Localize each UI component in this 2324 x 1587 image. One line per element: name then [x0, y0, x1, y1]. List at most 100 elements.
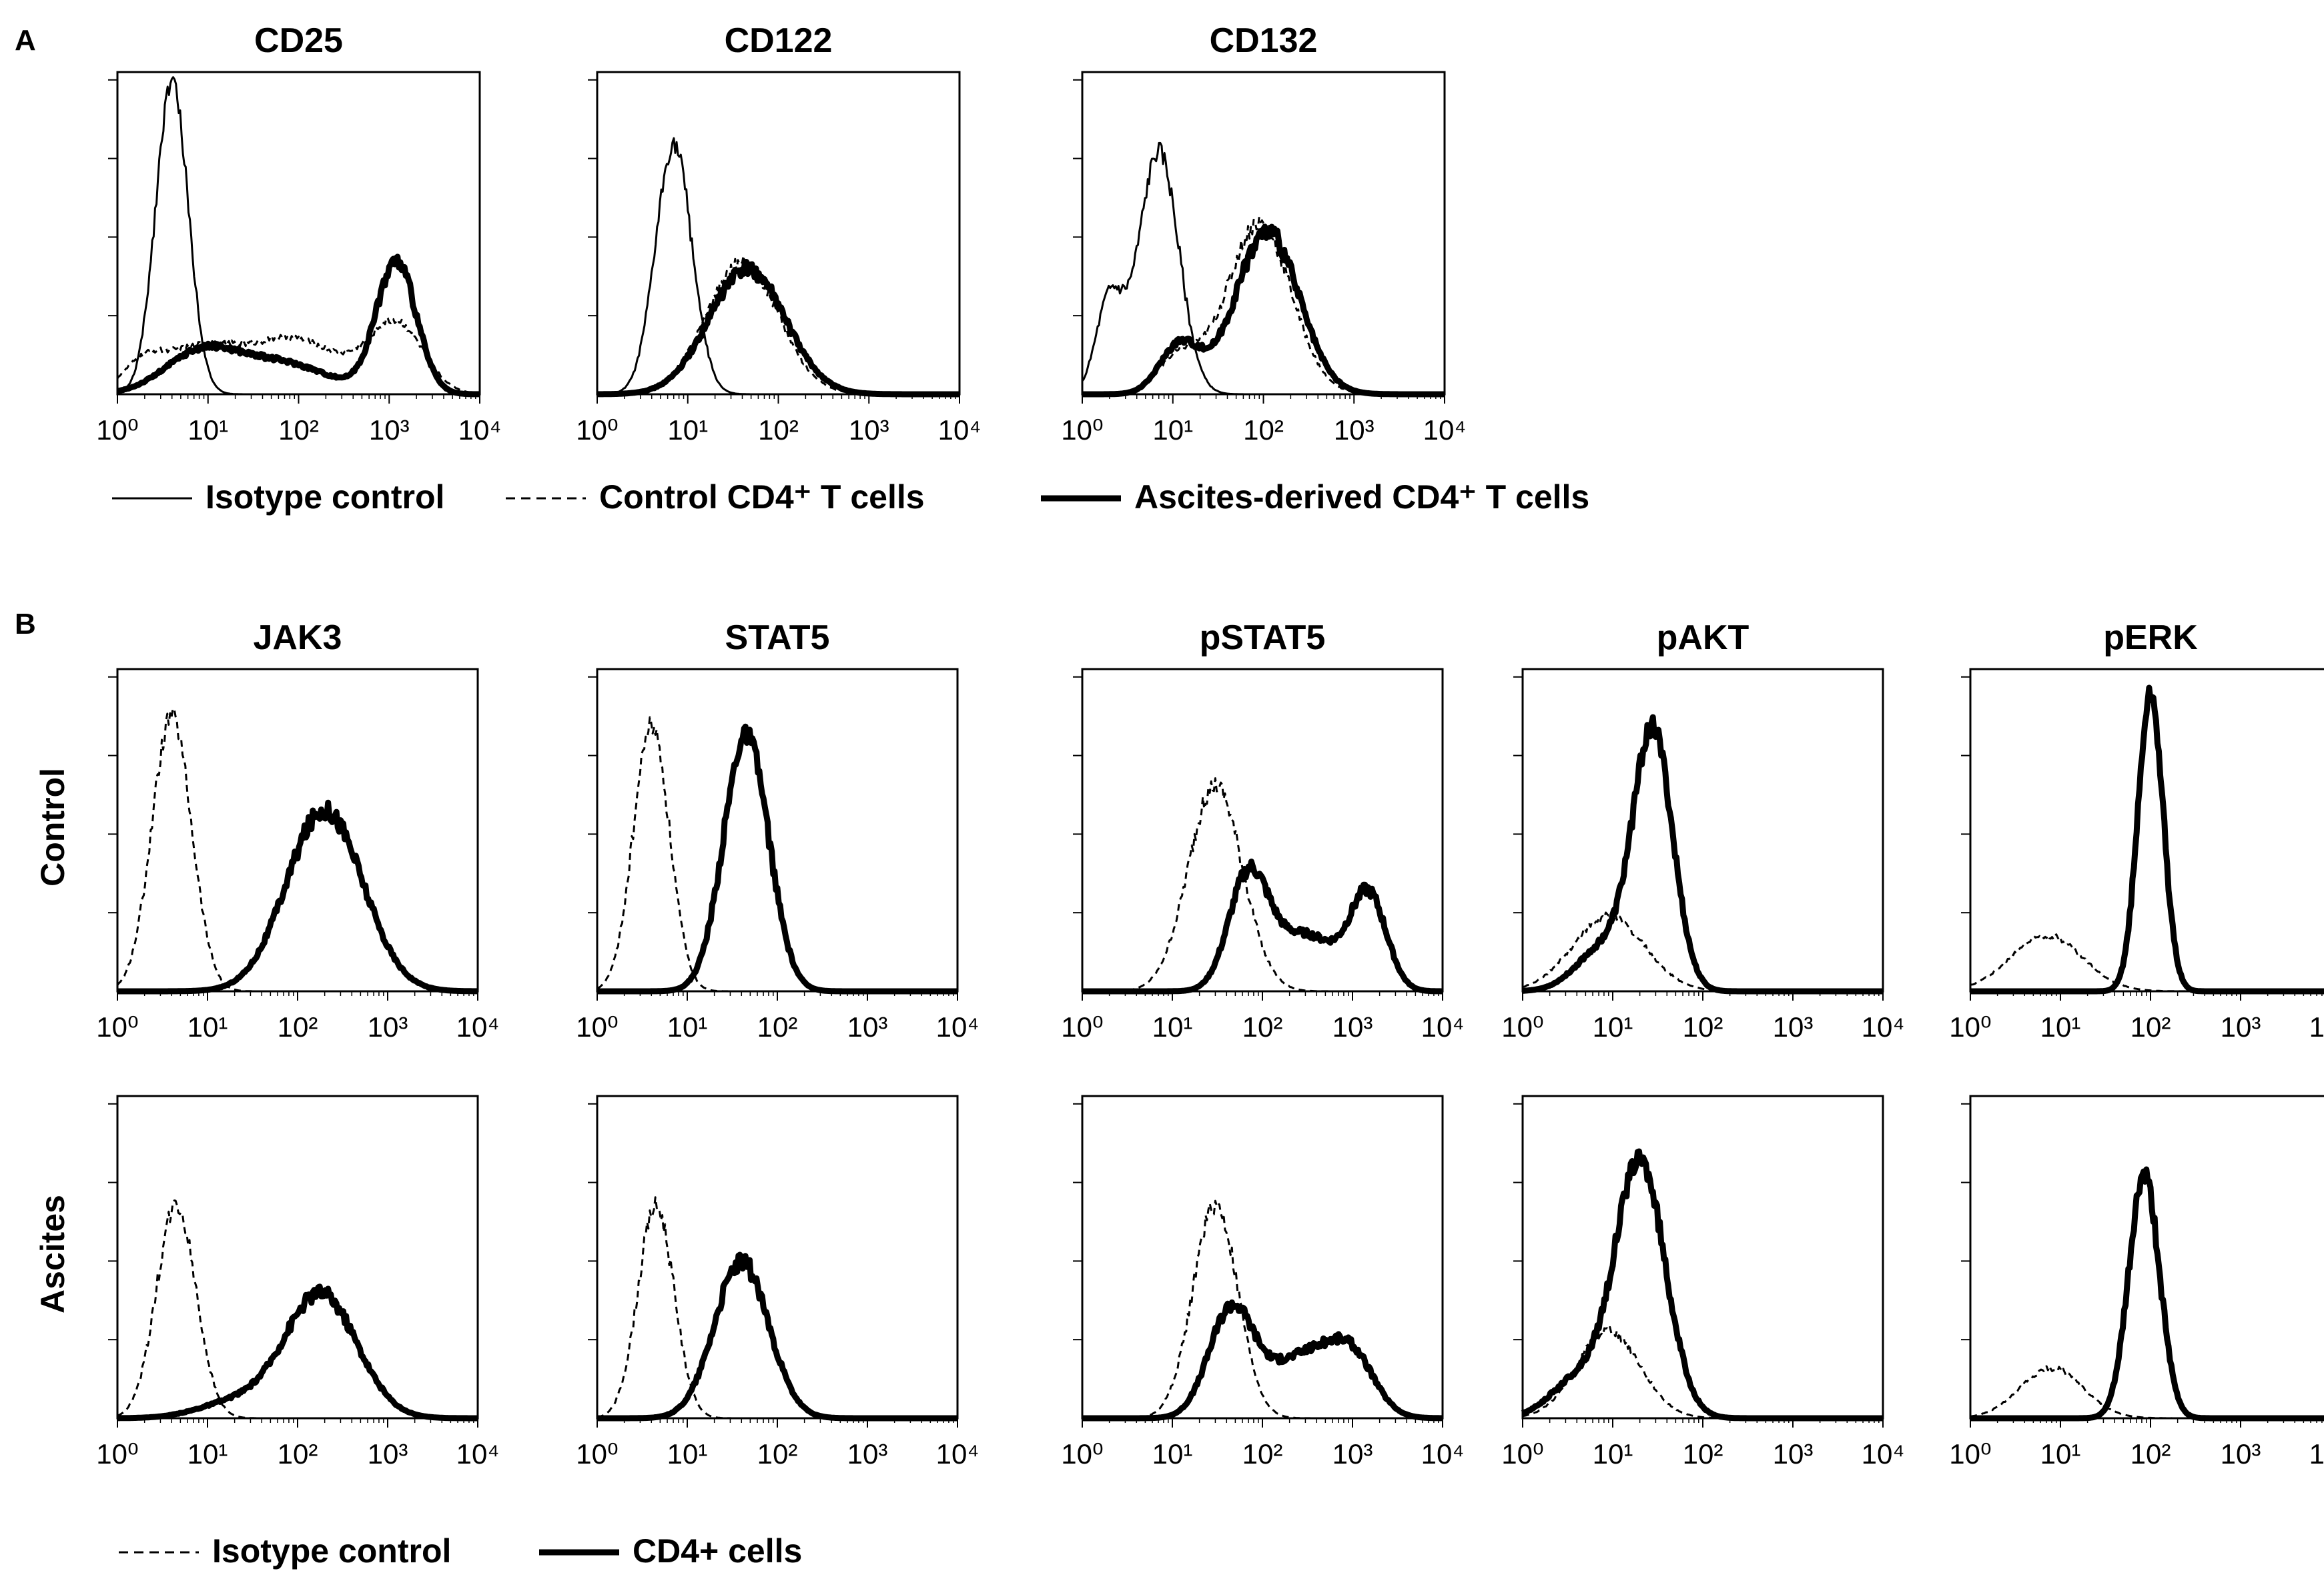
- x-tick-label: 10²: [278, 1438, 318, 1470]
- plot-frame: [116, 1095, 479, 1420]
- series-cd4-cells: [1080, 859, 1445, 995]
- x-tick-label: 10¹: [1593, 1438, 1633, 1470]
- x-tick-label: 10³: [369, 414, 410, 446]
- x-tick-label: 10²: [1683, 1438, 1723, 1470]
- x-tick-label: 10⁴: [2309, 1011, 2324, 1043]
- x-tick-label: 10⁰: [1061, 1011, 1104, 1043]
- plots-group: CD25 10⁰ 10¹ 10² 10³ 10⁴ CD122 10⁰ 10¹ 10² 10³ 10⁴ C…: [96, 21, 2324, 1470]
- x-tick-label: 10⁰: [1061, 1438, 1104, 1470]
- x-tick-label: 10¹: [667, 1438, 708, 1470]
- x-tick-label: 10⁴: [936, 1438, 980, 1470]
- x-tick-label: 10³: [849, 414, 889, 446]
- chart-stat5-control: STAT5 10⁰ 10¹ 10² 10³ 10⁴: [576, 618, 979, 1043]
- x-tick-label: 10³: [1334, 414, 1375, 446]
- panel-b-label: B: [15, 608, 36, 640]
- x-tick-label: 10⁴: [1423, 414, 1467, 446]
- chart-pakt-control: pAKT 10⁰ 10¹ 10² 10³ 10⁴: [1501, 618, 1904, 1043]
- x-tick-label: 10²: [278, 414, 319, 446]
- x-tick-label: 10¹: [2040, 1438, 2081, 1470]
- x-tick-label: 10¹: [187, 1011, 228, 1043]
- series-cd4-cells: [595, 723, 959, 995]
- x-tick-label: 10⁰: [576, 1011, 619, 1043]
- x-tick-label: 10³: [2221, 1438, 2261, 1470]
- x-tick-label: 10⁴: [2309, 1438, 2324, 1470]
- row-label-control: Control: [34, 768, 71, 887]
- plot-frame: [116, 668, 479, 993]
- series-ascites-derived-cd4-t-cells: [595, 259, 961, 398]
- series-cd4-cells: [115, 799, 480, 995]
- x-tick-label: 10³: [1773, 1011, 1814, 1043]
- x-tick-label: 10⁴: [938, 414, 982, 446]
- x-tick-label: 10¹: [1593, 1011, 1633, 1043]
- x-tick-label: 10²: [278, 1011, 318, 1043]
- series-isotype-control: [1081, 141, 1445, 396]
- plot-frame: [596, 668, 959, 993]
- x-tick-label: 10¹: [1152, 1438, 1193, 1470]
- series-isotype-control: [116, 707, 478, 993]
- series-isotype-control: [1082, 777, 1443, 993]
- panel-a-legend-label: Control CD4⁺ T cells: [599, 478, 925, 516]
- x-tick-label: 10⁰: [96, 414, 139, 446]
- x-tick-label: 10¹: [2040, 1011, 2081, 1043]
- chart-title: pERK: [2103, 618, 2198, 657]
- series-isotype-control: [117, 1199, 478, 1420]
- x-tick-label: 10¹: [187, 1438, 228, 1470]
- x-tick-label: 10³: [368, 1438, 408, 1470]
- x-tick-label: 10²: [2131, 1438, 2171, 1470]
- x-tick-label: 10⁴: [1421, 1438, 1465, 1470]
- x-tick-label: 10³: [1773, 1438, 1814, 1470]
- panel-a-label: A: [15, 24, 36, 57]
- series-isotype-control: [597, 716, 957, 993]
- x-tick-label: 10³: [368, 1011, 408, 1043]
- series-control-cd4-t-cells: [116, 316, 480, 395]
- chart-stat5-ascites: 10⁰ 10¹ 10² 10³ 10⁴: [576, 1095, 980, 1470]
- plot-frame: [596, 1095, 959, 1420]
- x-tick-label: 10²: [1683, 1011, 1723, 1043]
- chart-title: JAK3: [254, 618, 342, 657]
- x-tick-label: 10⁴: [936, 1011, 980, 1043]
- x-tick-label: 10¹: [667, 1011, 708, 1043]
- plot-frame: [1081, 1095, 1444, 1420]
- chart-pakt-ascites: 10⁰ 10¹ 10² 10³ 10⁴: [1501, 1095, 1904, 1470]
- chart-title: CD132: [1210, 21, 1318, 60]
- series-cd4-cells: [595, 1251, 959, 1422]
- chart-cd132: CD132 10⁰ 10¹ 10² 10³ 10⁴: [1061, 21, 1466, 446]
- x-tick-label: 10⁰: [96, 1011, 139, 1043]
- x-tick-label: 10⁰: [1949, 1011, 1992, 1043]
- panel-b-legend-label: CD4+ cells: [633, 1532, 802, 1570]
- series-isotype-control: [117, 76, 480, 396]
- x-tick-label: 10¹: [1152, 1011, 1193, 1043]
- x-tick-label: 10⁰: [1501, 1011, 1544, 1043]
- series-control-cd4-t-cells: [1082, 215, 1445, 396]
- plot-frame: [596, 71, 961, 396]
- chart-title: CD25: [254, 21, 343, 60]
- x-tick-label: 10⁴: [456, 1011, 500, 1043]
- chart-title: STAT5: [725, 618, 830, 657]
- x-tick-label: 10³: [847, 1011, 888, 1043]
- series-ascites-derived-cd4-t-cells: [115, 253, 482, 398]
- chart-pstat5-ascites: 10⁰ 10¹ 10² 10³ 10⁴: [1061, 1095, 1465, 1470]
- series-isotype-control: [597, 1196, 957, 1420]
- series-cd4-cells: [1968, 684, 2324, 995]
- plot-frame: [1521, 668, 1884, 993]
- panel-a-legend-label: Isotype control: [206, 478, 444, 516]
- chart-cd122: CD122 10⁰ 10¹ 10² 10³ 10⁴: [576, 21, 981, 446]
- x-tick-label: 10²: [1242, 1438, 1283, 1470]
- chart-title: CD122: [725, 21, 833, 60]
- x-tick-label: 10¹: [667, 414, 708, 446]
- x-tick-label: 10²: [758, 414, 799, 446]
- chart-perk-ascites: 10⁰ 10¹ 10² 10³ 10⁴: [1949, 1095, 2324, 1470]
- x-tick-label: 10⁴: [458, 414, 502, 446]
- series-cd4-cells: [1968, 1166, 2324, 1422]
- x-tick-label: 10⁴: [456, 1438, 500, 1470]
- series-isotype-control: [1082, 1199, 1443, 1420]
- panel-b-legend-label: Isotype control: [212, 1532, 451, 1570]
- legends-group: Isotype control Control CD4⁺ T cells Ascit…: [112, 478, 1589, 1570]
- x-tick-label: 10²: [757, 1438, 798, 1470]
- x-tick-label: 10⁰: [1949, 1438, 1992, 1470]
- x-tick-label: 10²: [2131, 1011, 2171, 1043]
- x-tick-label: 10⁰: [576, 1438, 619, 1470]
- x-tick-label: 10⁰: [1501, 1438, 1544, 1470]
